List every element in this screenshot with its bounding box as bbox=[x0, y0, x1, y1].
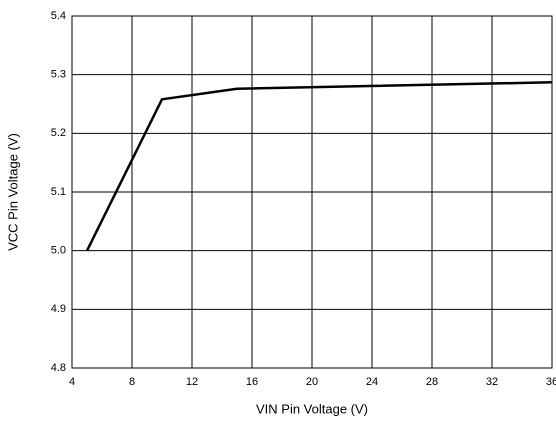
data-line bbox=[85, 81, 553, 252]
y-tick-label: 5.1 bbox=[51, 186, 66, 198]
x-tick-label: 20 bbox=[306, 376, 318, 388]
plot-frame bbox=[71, 15, 553, 369]
x-tick-label: 12 bbox=[186, 376, 198, 388]
y-tick-label: 5.4 bbox=[51, 10, 66, 22]
x-tick-label: 16 bbox=[246, 376, 258, 388]
x-tick-label: 36 bbox=[546, 376, 556, 388]
x-tick-label: 28 bbox=[426, 376, 438, 388]
x-tick-label: 24 bbox=[366, 376, 378, 388]
x-tick-label: 4 bbox=[69, 376, 75, 388]
x-axis-label: VIN Pin Voltage (V) bbox=[256, 401, 368, 416]
y-tick-label: 4.8 bbox=[51, 362, 66, 374]
y-axis-label: VCC Pin Voltage (V) bbox=[5, 133, 20, 251]
y-tick-label: 5.0 bbox=[51, 245, 66, 257]
y-tick-label: 5.3 bbox=[51, 69, 66, 81]
x-tick-label: 8 bbox=[129, 376, 135, 388]
y-tick-label: 4.9 bbox=[51, 303, 66, 315]
y-tick-label: 5.2 bbox=[51, 127, 66, 139]
x-tick-label: 32 bbox=[486, 376, 498, 388]
